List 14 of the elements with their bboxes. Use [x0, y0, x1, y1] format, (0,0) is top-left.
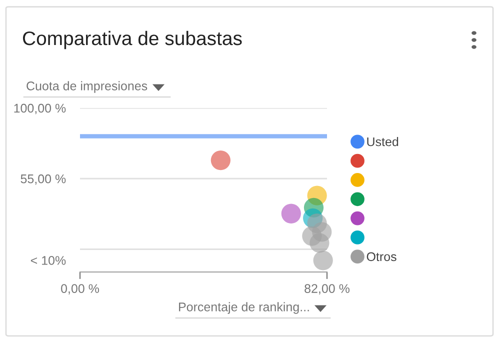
y-tick-label: 100,00 % [14, 104, 66, 114]
x-tick-label: 82,00 % [304, 284, 350, 294]
x-axis-title: Porcentaje de ranking... [179, 302, 309, 314]
x-tick-label: 0,00 % [61, 284, 100, 294]
point [210, 150, 230, 170]
legend-label: Otros [366, 252, 396, 262]
chart-title: Comparativa de subastas [22, 30, 242, 50]
point [281, 204, 301, 224]
y-tick-label: < 10% [30, 256, 66, 265]
point [313, 250, 333, 270]
y-axis-title: Cuota de impresiones [26, 81, 148, 93]
legend-label: Usted [367, 137, 398, 146]
point [310, 233, 330, 253]
y-tick-label: 55,00 % [20, 174, 66, 185]
